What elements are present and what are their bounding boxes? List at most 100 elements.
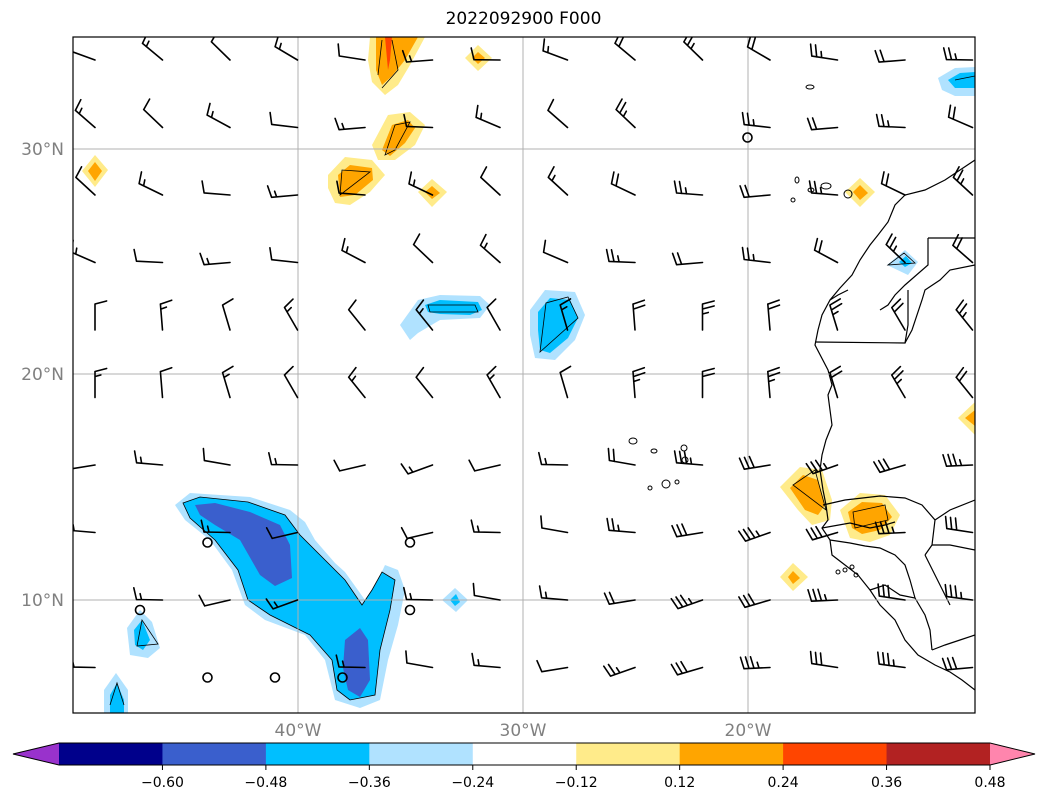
wind-barb [739, 184, 771, 199]
wind-barb [159, 299, 173, 331]
wind-barb [472, 582, 501, 601]
wind-barb [283, 365, 299, 399]
calm-wind-circle [134, 604, 146, 616]
wind-barb [266, 185, 299, 199]
wind-barb [741, 246, 771, 264]
wind-barb [221, 365, 234, 399]
wind-barb [880, 171, 906, 196]
wind-barb [877, 651, 906, 669]
wind-barb [944, 515, 974, 534]
wind-barb [334, 117, 366, 131]
wind-barb [470, 47, 501, 61]
wind-barb [538, 585, 569, 601]
wind-barb [198, 594, 231, 607]
wind-barb [671, 523, 704, 538]
wind-barb [942, 47, 974, 61]
wind-barb [673, 180, 704, 196]
wind-barb [942, 453, 974, 467]
wind-barb [94, 300, 108, 331]
wind-barb [813, 237, 839, 264]
calm-wind-circle [202, 672, 213, 683]
wind-barb [400, 463, 434, 475]
coastline-layer [814, 159, 975, 691]
wind-barb [610, 171, 636, 196]
wind-barb [470, 519, 501, 534]
colorbar-swatch [265, 743, 370, 765]
lon-label-20w: 20°W [725, 721, 772, 741]
wind-barb [412, 233, 434, 264]
wind-barb [955, 299, 974, 331]
wind-barb [221, 298, 234, 331]
wind-barb [265, 598, 299, 610]
negative-anomaly-core [948, 72, 975, 88]
wind-barb [401, 49, 434, 63]
lon-label-30w: 30°W [500, 721, 547, 741]
wind-barb [542, 239, 569, 264]
wind-barb [540, 515, 569, 534]
wind-barb [767, 299, 781, 331]
negative-anomaly-core [110, 683, 124, 713]
map-title: 2022092900 F000 [445, 9, 602, 29]
wind-barb [944, 583, 974, 601]
negative-anomaly-core [538, 298, 578, 353]
islands-layer [628, 84, 859, 578]
colorbar-tick-label: 0.48 [974, 775, 1005, 791]
wind-barb [536, 659, 569, 673]
wind-barb [632, 366, 646, 399]
wind-barb [400, 526, 434, 540]
wind-barb [202, 447, 231, 466]
wind-barb [874, 49, 906, 63]
positive-anomaly-core [382, 120, 415, 156]
wind-barb [283, 298, 299, 331]
wind-barb [269, 247, 299, 264]
wind-barb [805, 525, 839, 541]
lon-label-40w: 40°W [275, 721, 322, 741]
wind-barb [94, 367, 108, 399]
wind-barb [805, 459, 839, 475]
wind-barb [74, 98, 96, 129]
wind-barb [538, 451, 569, 466]
calm-wind-circle [404, 604, 416, 616]
wind-barb [142, 98, 164, 129]
wind-barb [559, 298, 572, 331]
wind-barb [547, 98, 569, 129]
colorbar-swatch [576, 743, 681, 765]
wind-barb [408, 171, 434, 196]
wind-barb [875, 113, 906, 129]
wind-barb [808, 180, 839, 196]
wind-barb [955, 366, 974, 399]
wind-barb [701, 367, 715, 399]
wind-barb [347, 366, 366, 399]
colorbar-swatch [783, 743, 888, 765]
map-frame [72, 36, 976, 714]
negative-anomaly-core [183, 497, 395, 700]
colorbar-tick-label: −0.48 [244, 775, 287, 791]
lat-tick-labels: 30°N 20°N 10°N [21, 140, 64, 611]
calm-wind-circle [269, 672, 281, 683]
colorbar-swatch [162, 743, 267, 765]
wind-barb [670, 660, 704, 676]
wind-barbs-layer [73, 37, 974, 683]
wind-barb [403, 113, 434, 129]
wind-barb [336, 180, 366, 196]
wind-barb [210, 37, 231, 61]
colorbar-swatch [679, 743, 784, 765]
colorbar-tick-label: 0.24 [768, 775, 799, 791]
colorbar-swatch [369, 743, 474, 765]
colorbar-outline [12, 742, 1036, 766]
wind-barb [615, 98, 636, 129]
wind-barb [559, 365, 572, 399]
wind-barb [75, 166, 96, 196]
wind-barb [809, 650, 839, 669]
wind-barb [468, 459, 501, 472]
positive-anomaly-core [965, 410, 975, 426]
colorbar-swatch [472, 743, 577, 765]
wind-barb [673, 450, 704, 466]
positive-anomaly-core [788, 571, 800, 584]
wind-barb [738, 527, 771, 542]
wind-barb [739, 656, 771, 670]
wind-barb [133, 450, 164, 466]
wind-barb [268, 452, 299, 466]
positive-anomaly-strong [385, 37, 392, 70]
